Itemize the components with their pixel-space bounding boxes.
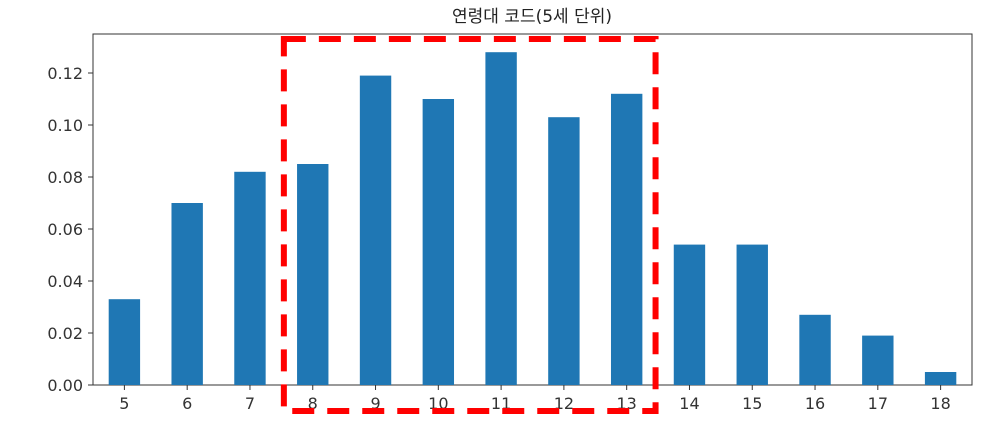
bar-17 (862, 335, 894, 385)
bar-10 (422, 99, 455, 385)
bar-18 (924, 372, 957, 385)
plot-area: 0.000.020.040.060.080.100.125 6 7 8 9 10 11 12 1… (47, 33, 973, 414)
bar-13 (610, 93, 643, 386)
x-tick-label: 6 (182, 394, 192, 413)
y-tick-label: 0.12 (47, 64, 83, 83)
y-tick-label: 0.04 (47, 272, 83, 291)
bar-7 (234, 171, 266, 385)
x-tick-label: 8 (308, 394, 318, 413)
y-tick-label: 0.06 (47, 220, 83, 239)
bar-5 (108, 299, 141, 385)
bar-8 (297, 164, 329, 385)
bar-11 (485, 52, 517, 385)
x-tick-label: 14 (679, 394, 699, 413)
y-tick-label: 0.10 (47, 116, 83, 135)
x-tick-label: 15 (742, 394, 762, 413)
y-tick-label: 0.08 (47, 168, 83, 187)
x-tick-label: 7 (245, 394, 255, 413)
x-tick-label: 5 (119, 394, 129, 413)
y-tick-label: 0.00 (47, 376, 83, 395)
x-tick-label: 18 (930, 394, 950, 413)
bar-15 (736, 244, 768, 385)
chart-title: 연령대 코드(5세 단위) (452, 7, 612, 27)
highlight-dashed-box (280, 36, 659, 414)
axes-frame (92, 33, 973, 386)
x-tick-label: 16 (805, 394, 825, 413)
x-tick-label: 9 (370, 394, 380, 413)
bar-12 (548, 117, 580, 385)
y-tick-label: 0.02 (47, 324, 83, 343)
x-tick-label: 17 (868, 394, 888, 413)
bar-9 (359, 75, 392, 385)
bar-6 (171, 203, 203, 385)
bar-16 (799, 314, 831, 385)
bar-14 (673, 244, 706, 385)
